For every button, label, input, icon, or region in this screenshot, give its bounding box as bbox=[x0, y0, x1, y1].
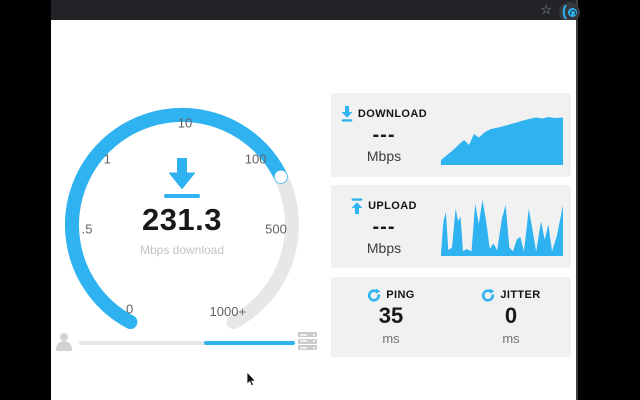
gauge-readout: 231.3 Mbps download bbox=[51, 158, 313, 257]
speedtest-popup: 0 .5 1 10 100 500 1000+ 231.3 Mbps downl… bbox=[51, 20, 576, 400]
jitter-column: JITTER 0 ms bbox=[451, 277, 571, 357]
test-progress-bar bbox=[79, 341, 295, 345]
browser-window: ☆ ( 0 .5 1 10 100 500 1000+ bbox=[51, 0, 580, 400]
ping-label: PING bbox=[386, 289, 415, 301]
ping-refresh-icon bbox=[368, 288, 381, 302]
upload-value: --- bbox=[372, 215, 396, 238]
jitter-refresh-icon bbox=[482, 288, 495, 302]
download-icon bbox=[341, 106, 353, 122]
logo-paren-icon: ( bbox=[562, 3, 567, 20]
user-icon-head bbox=[60, 333, 68, 341]
ping-value: 35 bbox=[378, 303, 404, 328]
download-speed-caption: Mbps download bbox=[139, 243, 225, 257]
upload-label: UPLOAD bbox=[368, 199, 417, 212]
upload-chart-area bbox=[441, 199, 563, 256]
download-chart bbox=[437, 93, 571, 177]
download-panel: DOWNLOAD --- Mbps bbox=[331, 93, 571, 177]
jitter-label: JITTER bbox=[500, 289, 541, 301]
speedtest-extension-icon[interactable]: ( bbox=[559, 2, 580, 23]
download-arrow-underline bbox=[164, 194, 200, 198]
jitter-unit: ms bbox=[502, 331, 520, 346]
user-icon[interactable] bbox=[55, 333, 73, 351]
ping-unit: ms bbox=[382, 331, 400, 346]
browser-toolbar: ☆ ( bbox=[51, 0, 580, 23]
latency-panel: PING 35 ms JITTER 0 bbox=[331, 277, 571, 357]
user-icon-body bbox=[56, 341, 72, 351]
gauge-tick-10: 10 bbox=[178, 115, 192, 130]
download-value: --- bbox=[372, 124, 396, 146]
speed-gauge: 0 .5 1 10 100 500 1000+ bbox=[65, 107, 299, 330]
gauge-tick-0: 0 bbox=[126, 302, 133, 317]
gauge-track-arc bbox=[226, 169, 299, 330]
ping-column: PING 35 ms bbox=[331, 277, 451, 357]
logo-gauge-icon bbox=[568, 8, 577, 17]
results-list-row bbox=[298, 338, 317, 344]
gauge-tick-500: 500 bbox=[265, 221, 287, 236]
gauge-tick-05: .5 bbox=[82, 221, 93, 236]
results-list-icon[interactable] bbox=[298, 332, 317, 352]
gauge-tick-1000: 1000+ bbox=[210, 304, 247, 319]
upload-chart bbox=[437, 185, 571, 268]
upload-panel: UPLOAD --- Mbps bbox=[331, 185, 571, 268]
mouse-cursor bbox=[246, 372, 257, 387]
gauge-progress-arc bbox=[65, 107, 288, 330]
gauge-tick-1: 1 bbox=[104, 151, 111, 166]
upload-unit: Mbps bbox=[366, 239, 402, 256]
download-label: DOWNLOAD bbox=[357, 108, 428, 120]
test-progress-fill bbox=[204, 341, 295, 345]
results-list-row bbox=[298, 332, 317, 337]
jitter-value: 0 bbox=[504, 303, 518, 328]
download-unit: Mbps bbox=[366, 148, 402, 164]
bookmark-star-icon[interactable]: ☆ bbox=[540, 2, 552, 17]
download-arrow-icon bbox=[169, 158, 195, 189]
gauge-needle-dot bbox=[274, 170, 288, 184]
upload-icon bbox=[351, 197, 363, 214]
download-speed-value: 231.3 bbox=[141, 202, 223, 237]
results-list-row bbox=[298, 345, 317, 350]
download-chart-area bbox=[441, 117, 563, 165]
gauge-tick-100: 100 bbox=[245, 152, 267, 167]
